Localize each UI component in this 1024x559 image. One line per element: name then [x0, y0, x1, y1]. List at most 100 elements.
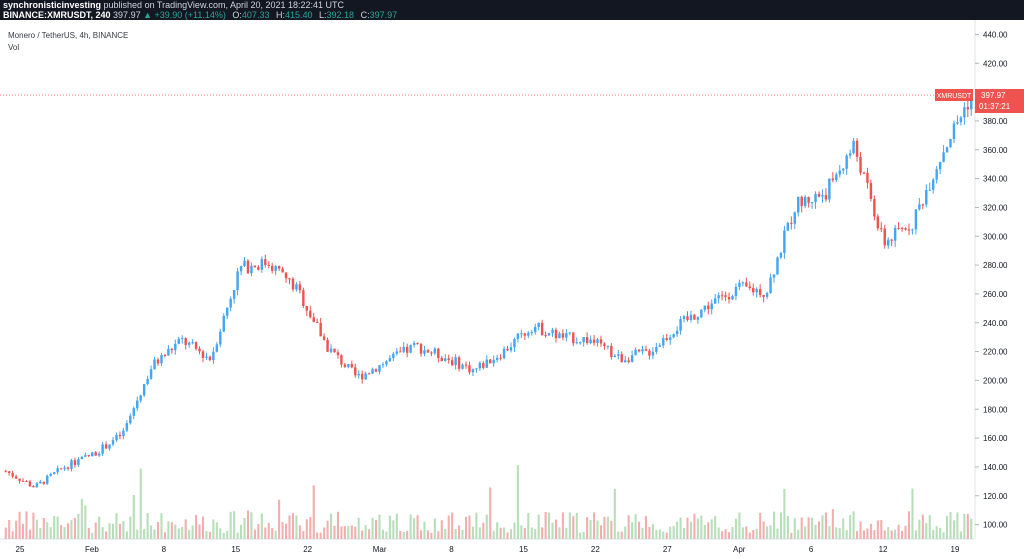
volume-bar: [586, 517, 589, 539]
volume-bar: [53, 516, 56, 539]
volume-bar: [423, 521, 426, 539]
volume-bar: [869, 523, 872, 539]
volume-bar: [35, 519, 38, 539]
plot-background: [0, 20, 975, 539]
volume-bar: [835, 527, 838, 539]
candle-body: [385, 361, 388, 365]
volume-bar: [70, 520, 73, 539]
candle-body: [66, 467, 70, 469]
volume-bar: [364, 525, 367, 539]
candle-body: [769, 277, 772, 294]
volume-bar: [170, 522, 173, 539]
candle-body: [502, 348, 506, 359]
volume-bar: [814, 524, 817, 539]
legend-title[interactable]: Monero / TetherUS, 4h, BINANCE: [8, 31, 129, 40]
candle-body: [786, 222, 790, 231]
candle-body: [194, 342, 198, 349]
volume-bar: [939, 527, 942, 539]
volume-bar: [596, 520, 599, 539]
x-tick-label: 6: [809, 545, 814, 554]
y-tick-label: 440.00: [983, 30, 1008, 39]
candle-body: [907, 229, 911, 231]
candle-body: [835, 174, 838, 181]
candle-body: [534, 327, 537, 333]
volume-bar: [357, 517, 360, 539]
candle-body: [170, 348, 174, 351]
candle-body: [142, 384, 146, 396]
volume-bar: [139, 468, 142, 539]
x-tick-label: 25: [16, 545, 25, 554]
candle-body: [111, 440, 115, 445]
candle-body: [707, 305, 710, 310]
candle-body: [499, 357, 502, 359]
volume-bar: [658, 529, 661, 539]
volume-bar: [548, 512, 551, 539]
candle-body: [399, 351, 402, 353]
candle-body: [617, 354, 620, 356]
candle-body: [201, 351, 205, 358]
candle-body: [741, 282, 745, 284]
volume-bar: [849, 514, 852, 539]
volume-bar: [388, 515, 391, 539]
volume-bar: [11, 531, 14, 539]
price-chart[interactable]: 100.00 120.00 140.00 160.00 180.00 200.00 220.…: [0, 20, 1024, 559]
volume-bar: [537, 514, 540, 539]
author-name[interactable]: synchronisticinvesting: [3, 0, 102, 10]
volume-bar: [727, 532, 731, 539]
candle-body: [904, 228, 907, 230]
volume-bar: [419, 530, 423, 539]
volume-bar: [447, 515, 450, 539]
candle-body: [18, 478, 21, 481]
candle-body: [762, 295, 765, 297]
candle-body: [679, 319, 682, 331]
volume-bar: [890, 530, 893, 539]
candle-body: [558, 333, 561, 339]
candle-body: [859, 156, 862, 173]
candle-body: [153, 359, 156, 370]
volume-bar: [243, 518, 246, 539]
volume-bar: [361, 530, 364, 539]
candle-body: [513, 338, 516, 348]
candle-body: [80, 456, 84, 460]
volume-bar: [191, 525, 194, 539]
candle-body: [433, 348, 437, 354]
candle-body: [222, 315, 225, 332]
candle-body: [824, 195, 828, 200]
volume-bar: [682, 528, 686, 539]
candle-body: [7, 471, 11, 474]
candle-body: [821, 195, 824, 197]
candle-body: [232, 290, 236, 299]
volume-bar: [143, 528, 146, 539]
volume-bar: [84, 505, 87, 539]
candle-body: [236, 271, 239, 291]
candle-body: [25, 480, 28, 482]
volume-bar: [966, 513, 969, 539]
candle-body: [800, 196, 803, 206]
candle-body: [793, 212, 796, 224]
chart-area[interactable]: 100.00 120.00 140.00 160.00 180.00 200.00 220.…: [0, 20, 1024, 559]
volume-bar: [440, 520, 443, 539]
symbol-label[interactable]: BINANCE:XMRUSDT, 240: [3, 10, 111, 20]
volume-bar: [551, 522, 554, 539]
volume-bar: [689, 521, 692, 539]
candle-body: [952, 123, 956, 140]
candle-body: [623, 360, 627, 363]
candle-body: [291, 278, 295, 290]
candle-body: [132, 408, 135, 416]
candle-body: [184, 338, 187, 345]
volume-bar: [655, 530, 658, 539]
volume-bar: [219, 528, 222, 539]
candle-body: [378, 365, 381, 372]
candle-body: [174, 343, 177, 351]
candle-body: [468, 365, 471, 373]
legend-volume[interactable]: Vol: [8, 43, 20, 52]
volume-bar: [177, 528, 180, 539]
volume-bar: [350, 525, 353, 539]
candle-body: [42, 481, 46, 484]
y-tick-label: 220.00: [983, 348, 1008, 357]
candle-body: [270, 265, 274, 271]
candle-body: [516, 333, 520, 339]
candle-body: [454, 357, 457, 366]
volume-bar: [288, 515, 291, 539]
volume-bar: [876, 520, 879, 539]
